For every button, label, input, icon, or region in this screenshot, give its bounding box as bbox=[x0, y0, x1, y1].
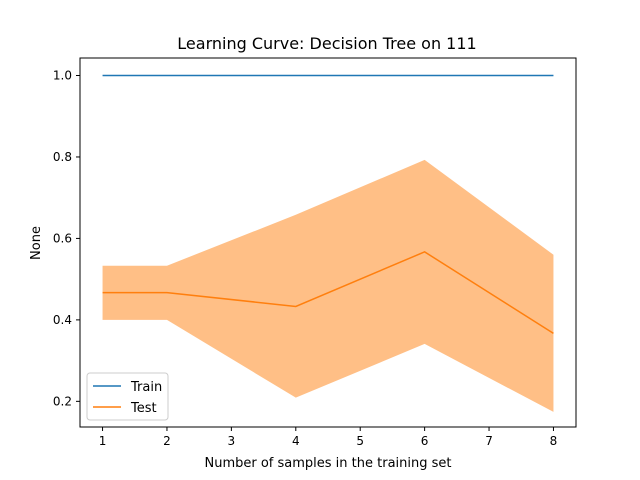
chart-title: Learning Curve: Decision Tree on 111 bbox=[177, 34, 476, 53]
confidence-bands bbox=[102, 159, 554, 412]
y-axis-label: None bbox=[29, 226, 44, 260]
series-lines bbox=[102, 74, 554, 334]
x-tick-label: 5 bbox=[356, 434, 364, 448]
x-tick-label: 1 bbox=[99, 434, 107, 448]
legend: Train Test bbox=[86, 372, 169, 421]
x-axis-label: Number of samples in the training set bbox=[205, 456, 452, 471]
x-tick-label: 2 bbox=[163, 434, 171, 448]
band-test bbox=[102, 159, 554, 412]
x-tick-label: 7 bbox=[485, 434, 493, 448]
x-tick-label: 4 bbox=[292, 434, 300, 448]
y-tick-label: 1.0 bbox=[53, 69, 72, 83]
y-tick-label: 0.8 bbox=[53, 150, 72, 164]
x-tick-label: 8 bbox=[550, 434, 558, 448]
legend-box bbox=[86, 372, 169, 421]
line-test bbox=[102, 251, 554, 334]
y-tick-label: 0.2 bbox=[53, 394, 72, 408]
plot-frame bbox=[79, 57, 577, 428]
y-tick-label: 0.6 bbox=[53, 231, 72, 245]
x-tick-label: 3 bbox=[228, 434, 236, 448]
y-axis-ticks: 0.2 0.4 0.6 0.8 1.0 bbox=[53, 69, 80, 408]
x-axis-ticks: 1 2 3 4 5 6 7 8 bbox=[99, 427, 558, 448]
x-tick-label: 6 bbox=[421, 434, 429, 448]
legend-label-train: Train bbox=[130, 380, 162, 395]
legend-label-test: Test bbox=[130, 401, 157, 416]
y-tick-label: 0.4 bbox=[53, 313, 72, 327]
